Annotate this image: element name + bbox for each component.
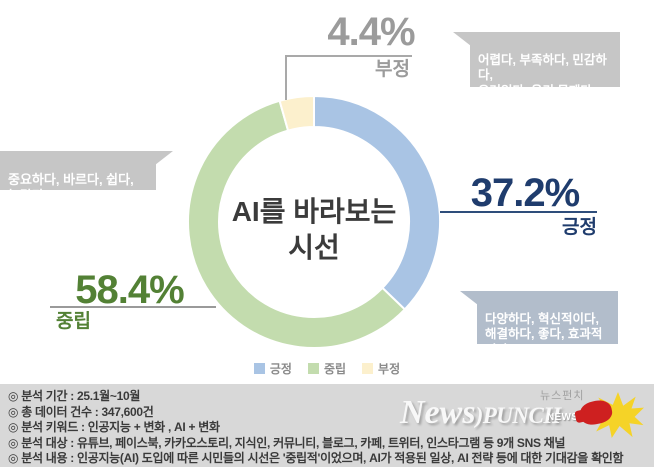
neutral-label: 중립 — [56, 311, 91, 332]
newspunch-logo: 뉴스펀치 News)PUNCH NEWSPUNCH — [390, 384, 654, 440]
donut-slice-부정 — [278, 94, 315, 132]
negative-leader-line-vertical — [285, 55, 287, 100]
chart-area: AI를 바라보는 시선 4.4% 부정 37.2% 긍정 58.4% 중립 어렵… — [0, 10, 654, 377]
positive-percentage: 37.2% — [470, 171, 580, 215]
neutral-percentage: 58.4% — [75, 268, 184, 312]
negative-callout: 어렵다, 부족하다, 민감하다, 우려있다, 윤리 문제다, 불필요하다, 한계… — [453, 32, 620, 113]
neutral-leader-line — [50, 306, 216, 308]
negative-callout-text: 어렵다, 부족하다, 민감하다, 우려있다, 윤리 문제다, 불필요하다, 한계… — [478, 52, 607, 114]
newspunch-wordmark-news: News — [400, 394, 476, 431]
positive-callout-text: 다양하다, 혁신적이다, 해결하다, 좋다, 효과적이다, 성장하다, 기대된다 — [485, 311, 603, 373]
neutral-callout-text: 중요하다, 바르다, 쉽다, 놀랍다, 거대하다, 변화 이끌다 — [8, 172, 134, 219]
analysis-keywords: ◎ 분석 키워드 : 인공지능 + 변화 , AI + 변화 — [8, 420, 220, 434]
legend-label-negative: 부정 — [378, 362, 401, 376]
negative-leader-line — [285, 55, 412, 57]
donut-slice-중립 — [187, 99, 407, 349]
legend-item-negative: 부정 — [362, 360, 400, 377]
analysis-summary: ◎ 분석 내용 : 인공지능(AI) 도입에 따른 시민들의 시선은 '중립적'… — [8, 451, 624, 465]
newspunch-wordmark: News)PUNCH — [400, 394, 561, 432]
legend-item-neutral: 중립 — [307, 360, 347, 377]
positive-leader-line — [440, 211, 597, 213]
analysis-footer: ◎ 분석 기간 : 25.1월~10월 ◎ 총 데이터 건수 : 347,600… — [0, 384, 654, 467]
legend-swatch-negative — [362, 363, 374, 374]
negative-percentage: 4.4% — [327, 10, 415, 54]
positive-label: 긍정 — [562, 217, 597, 238]
newspunch-wordmark-punch: )PUNCH — [475, 403, 562, 428]
positive-callout: 다양하다, 혁신적이다, 해결하다, 좋다, 효과적이다, 성장하다, 기대된다 — [460, 291, 618, 372]
chart-title: AI를 바라보는 시선 — [231, 196, 397, 264]
negative-label: 부정 — [375, 59, 410, 80]
legend-swatch-neutral — [307, 363, 319, 374]
analysis-period: ◎ 분석 기간 : 25.1월~10월 — [8, 389, 141, 403]
legend-swatch-positive — [253, 363, 265, 374]
legend-label-positive: 긍정 — [269, 362, 292, 376]
analysis-details: ◎ 분석 기간 : 25.1월~10월 ◎ 총 데이터 건수 : 347,600… — [0, 384, 654, 467]
chart-legend: 긍정 중립 부정 — [0, 360, 654, 377]
donut-chart — [187, 94, 441, 349]
analysis-targets: ◎ 분석 대상 : 유튜브, 페이스북, 카카오스토리, 지식인, 커뮤니티, … — [8, 435, 566, 450]
neutral-callout: 중요하다, 바르다, 쉽다, 놀랍다, 거대하다, 변화 이끌다 — [0, 151, 173, 219]
legend-label-neutral: 중립 — [323, 362, 347, 376]
analysis-data-count: ◎ 총 데이터 건수 : 347,600건 — [8, 404, 154, 419]
legend-item-positive: 긍정 — [253, 360, 292, 377]
newspunch-korean-label: 뉴스펀치 — [540, 390, 585, 402]
